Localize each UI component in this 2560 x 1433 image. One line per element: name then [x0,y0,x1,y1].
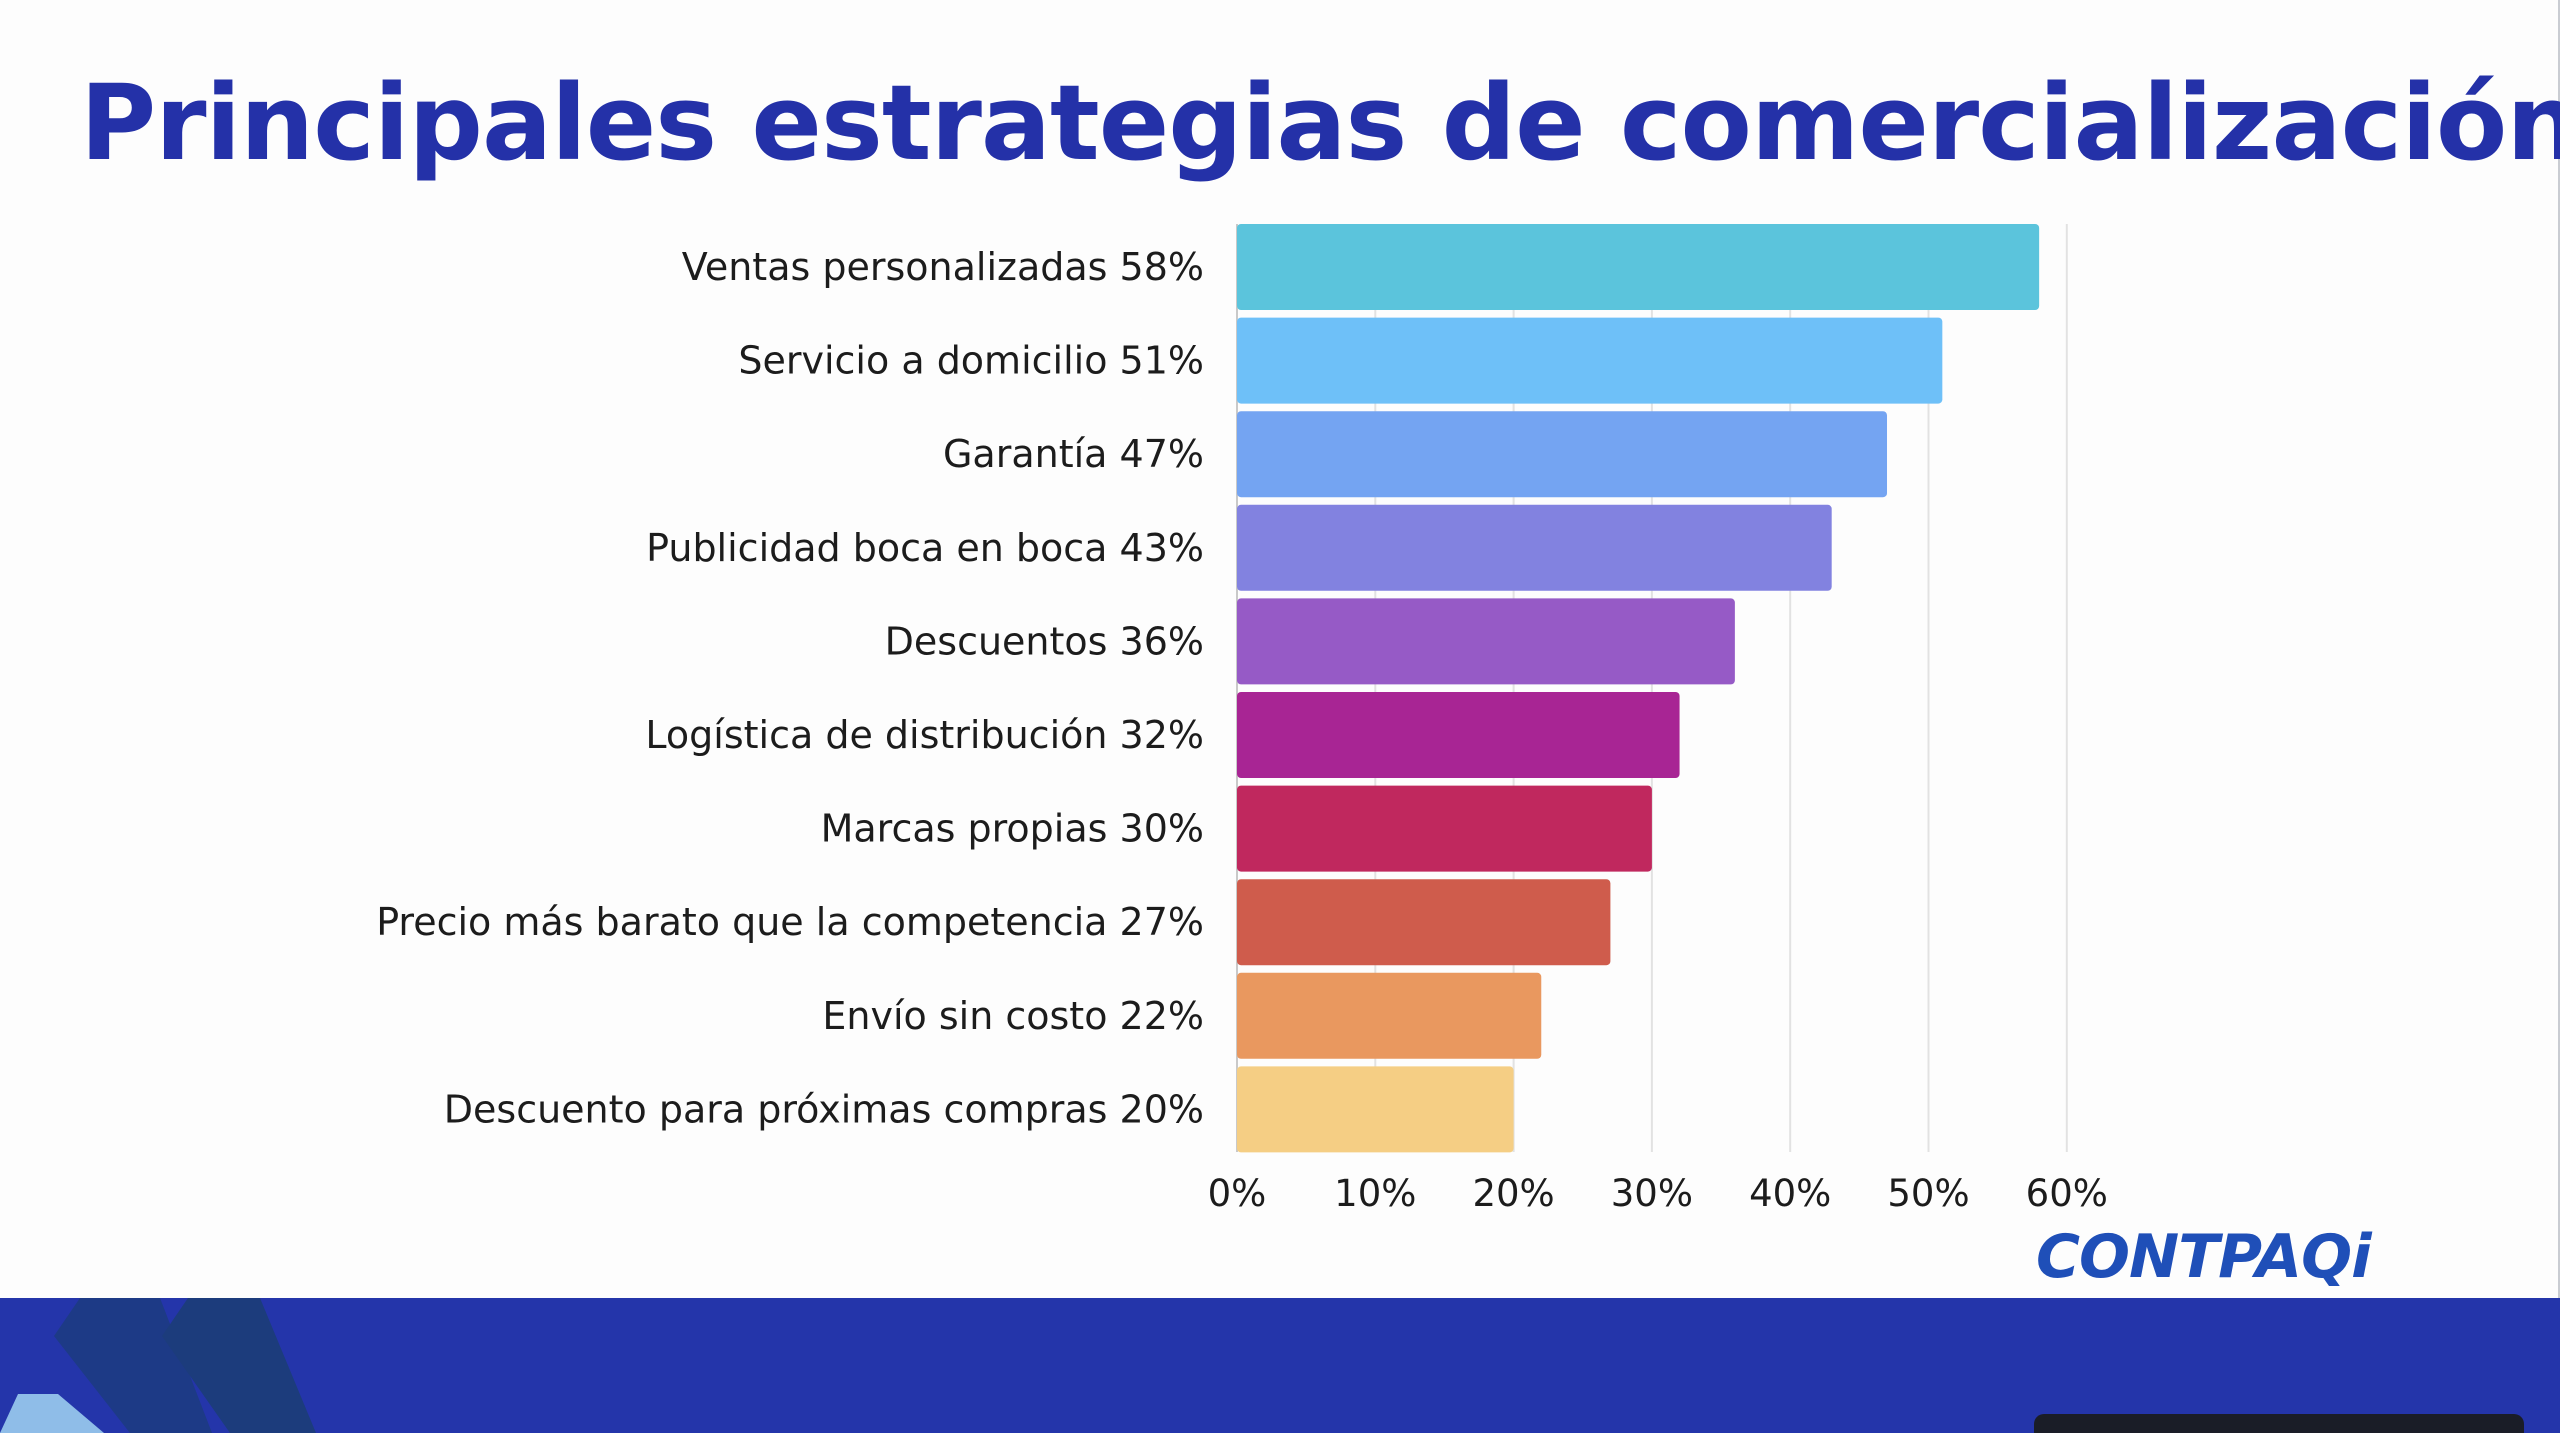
category-label: Publicidad boca en boca 43% [646,526,1204,570]
bar [1237,411,1888,498]
contpaqi-logo: CONTPAQi [2036,1222,2372,1292]
bar [1237,785,1652,872]
category-label: Garantía 47% [943,432,1204,476]
slide-title: Principales estrategias de comercializac… [80,62,2560,184]
category-label: Ventas personalizadas 58% [682,245,1204,289]
x-tick-label: 40% [1749,1172,1831,1215]
category-label: Precio más barato que la competencia 27% [376,900,1204,944]
category-label: Logística de distribución 32% [645,713,1204,757]
bar [1237,598,1735,685]
bars [1237,224,2040,1153]
category-label: Descuento para próximas compras 20% [444,1087,1204,1131]
x-tick-label: 20% [1472,1172,1554,1215]
footer-chevron-decoration [0,1298,316,1433]
footer-light-shape [0,1394,104,1433]
bar [1237,1066,1514,1153]
footer-band [0,1298,2560,1433]
x-axis-ticks: 0% 10% 20% 30% 40% 50% 60% [1208,1172,2108,1215]
screen-overlay-bar [2034,1414,2524,1433]
x-tick-label: 10% [1334,1172,1416,1215]
category-labels: Ventas personalizadas 58% Servicio a domi… [376,245,1204,1131]
category-label: Marcas propias 30% [821,807,1204,851]
bar [1237,224,2040,310]
bar [1237,317,1943,404]
x-tick-label: 0% [1208,1172,1267,1215]
bar [1237,972,1542,1059]
x-tick-label: 50% [1887,1172,1969,1215]
bar [1237,879,1611,966]
bar [1237,504,1832,591]
footer-dark-chevron-2 [162,1298,316,1433]
bar [1237,692,1680,778]
category-label: Envío sin costo 22% [822,994,1204,1038]
category-label: Descuentos 36% [885,619,1204,663]
window-edge [2558,0,2560,1298]
category-label: Servicio a domicilio 51% [738,339,1204,383]
x-tick-label: 60% [2026,1172,2108,1215]
x-tick-label: 30% [1611,1172,1693,1215]
